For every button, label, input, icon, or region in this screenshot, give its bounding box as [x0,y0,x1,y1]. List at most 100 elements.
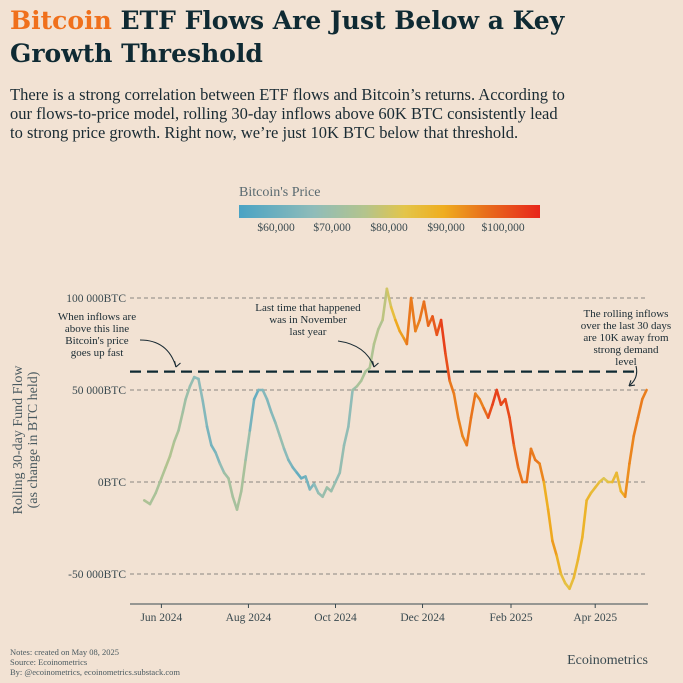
annotation-text: strong demand [593,344,659,356]
flow-line-segment [235,489,243,511]
flow-line-segment [376,318,384,331]
flow-line-segment [385,287,393,309]
source-line: Source: Ecoinometrics [10,657,88,667]
annotation-text: Bitcoin's price [65,335,129,347]
flow-line-segment [456,416,464,438]
flow-line-segment [504,397,511,419]
x-tick-label: Aug 2024 [226,612,272,624]
flow-line-segment [312,482,320,495]
flow-line-segment [508,416,516,447]
byline: By: @ecoinometrics, ecoinometrics.substa… [10,667,180,677]
flow-line-segment [282,447,290,462]
flow-line-segment [177,410,185,432]
flow-line-segment [585,491,593,502]
annotation-text: last year [290,326,327,338]
annotation-text: Last time that happened [255,302,361,314]
y-axis-label: Rolling 30-day Fund Flow (as change in BT… [11,365,41,515]
flow-line-segment [525,447,533,484]
flow-line-segment [261,388,269,401]
annotation-text: The rolling inflows [584,308,669,320]
flow-line-segment [265,397,273,414]
flow-line-segment [197,377,205,403]
annotation-text: goes up fast [71,347,124,359]
flow-line-segment [576,535,584,561]
legend-color-bar [239,205,540,218]
flow-line-segment [623,462,631,499]
flow-line-segment [409,296,417,333]
flow-line-segment [555,554,563,576]
flow-line-segment [632,416,640,438]
flow-line-segment [628,434,636,465]
flow-line-segment [372,327,380,346]
flow-line-segment [181,397,187,414]
flow-line-segment [218,462,226,475]
annotation-arrow-head [174,361,181,368]
legend-tick: $100,000 [481,222,525,234]
flow-line-segment [516,465,524,484]
flow-line-segment [478,397,486,410]
flow-line-segment [329,480,337,493]
flow-line-segment [512,443,520,469]
flow-line-segment [368,342,376,370]
flow-line-segment [248,397,256,432]
flow-line-segment [240,458,247,493]
title-accent: Bitcoin [10,6,112,35]
y-tick-label: 100 000BTC [66,293,126,305]
flow-line-segment [431,315,439,337]
flow-line-segment [414,318,421,333]
flow-line-segment [439,318,447,355]
chart-title: Bitcoin ETF Flows Are Just Below a Key G… [10,4,675,70]
annotation-arrow [139,339,177,368]
flow-line-segment [394,318,402,333]
flow-line-segment [227,477,235,499]
annotation-text: was in November [269,314,347,326]
chart-subtitle: There is a strong correlation between ET… [10,85,565,142]
flow-line-segment [491,388,499,407]
flow-line-segment [398,329,406,340]
flow-line-segment [529,447,537,462]
annotation-text: above this line [65,323,129,335]
annotation-text: level [615,356,636,368]
flow-line-segment [469,392,477,419]
flow-line-segment [164,454,172,469]
y-tick-label: 50 000BTC [72,385,126,397]
flow-line-segment [551,539,558,557]
y-tick-label: -50 000BTC [68,569,126,581]
flow-line-segment [148,491,157,506]
x-tick-label: Feb 2025 [489,612,532,624]
flow-line-segment [465,416,473,447]
flow-line-segment [422,300,430,327]
flow-line-segment [205,425,213,447]
flow-line-segment [640,388,648,401]
legend-tick: $90,000 [427,222,465,234]
annotation-arrow-head [628,380,636,387]
flow-line-segment [244,429,252,462]
flow-line-segment [287,458,294,469]
flow-line-segment [274,421,282,438]
legend-title: Bitcoin's Price [239,185,321,200]
flow-line-segment [184,385,192,401]
flow-line-segment [214,451,222,465]
annotation-text: When inflows are [58,311,136,323]
flow-line-segment [389,305,397,322]
legend-tick: $60,000 [257,222,295,234]
annotation-text: over the last 30 days [581,320,671,332]
flow-line-segment [444,351,451,383]
x-tick-label: Dec 2024 [400,612,445,624]
notes-line: Notes: created on May 08, 2025 [10,647,120,657]
annotation-arrow-head [372,361,379,368]
flow-line-segment [168,440,176,458]
brand-name: Ecoinometrics [567,653,648,668]
flow-line-segment [452,392,460,419]
flow-line-segment [405,296,413,346]
flow-line-segment [347,388,354,429]
flow-line-segment [546,508,554,543]
flow-line-segment [538,462,546,484]
flow-line-segment [495,388,503,407]
y-tick-label: 0BTC [98,477,126,489]
y-axis-label-line: (as change in BTC held) [26,371,41,508]
flow-line-segment [568,576,576,591]
flow-line-segment [210,443,217,454]
flow-line-segment [342,425,350,447]
flow-line-segment [359,370,367,383]
